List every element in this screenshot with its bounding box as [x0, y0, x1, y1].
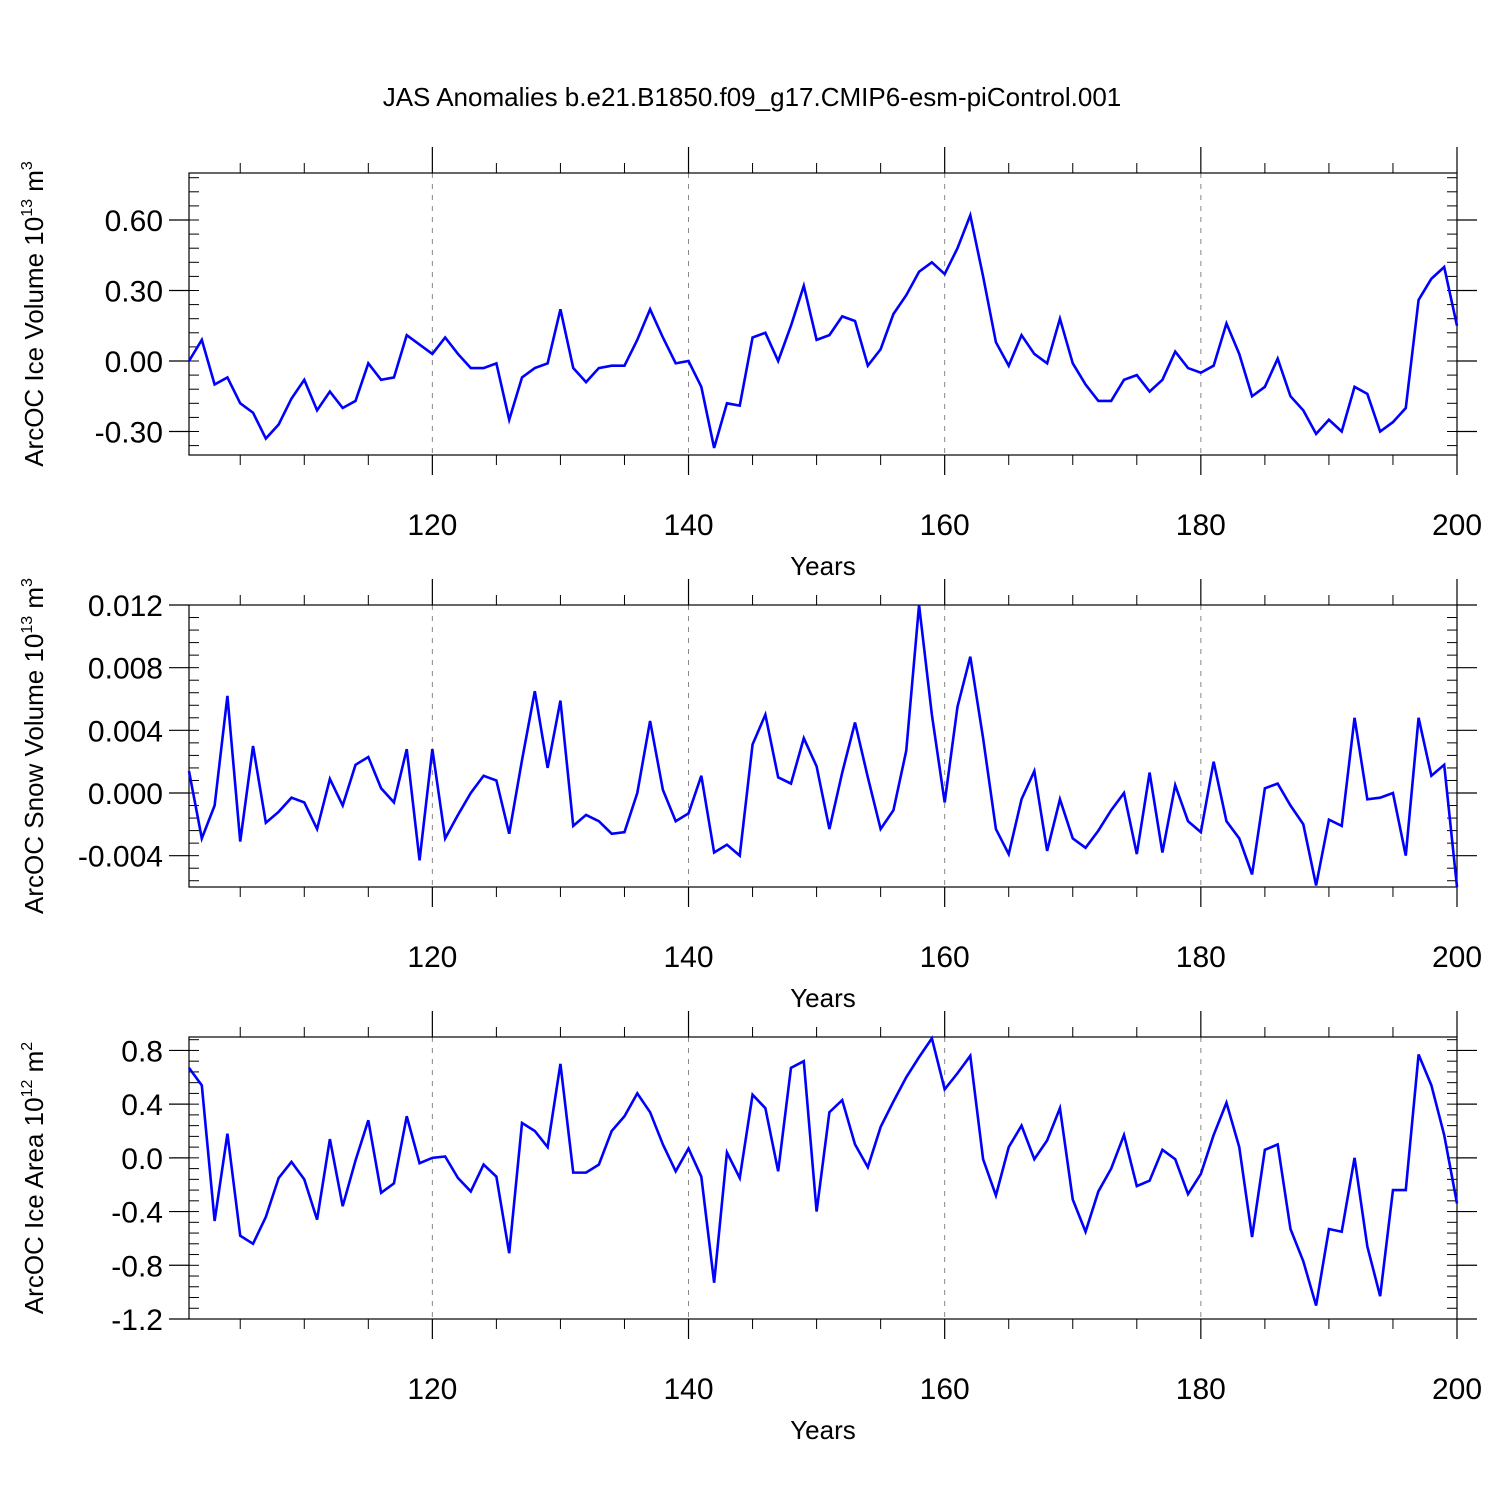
y-tick-label: 0.4	[121, 1089, 163, 1122]
y-tick-label: 0.60	[105, 205, 163, 238]
panels: -0.30 0.00 0.30 0.60 120 140 160 180 200 Years Arc…	[19, 147, 1482, 1445]
figure-title: JAS Anomalies b.e21.B1850.f09_g17.CMIP6-…	[383, 82, 1122, 112]
x-tick-label: 160	[920, 1373, 970, 1406]
y-tick-label: -1.2	[111, 1304, 163, 1337]
series-line	[187, 1035, 1459, 1306]
y-tick-label: -0.8	[111, 1250, 163, 1283]
x-axis-title: Years	[790, 983, 856, 1013]
x-tick-label: 160	[920, 941, 970, 974]
series-line	[187, 604, 1459, 888]
x-tick-label: 200	[1432, 1373, 1482, 1406]
x-tick-label: 180	[1176, 1373, 1226, 1406]
y-axis-title: ArcOC Ice Area 1012 m2	[19, 1042, 49, 1314]
plot-frame	[188, 604, 1458, 888]
y-tick-label: -0.30	[95, 417, 163, 450]
y-tick-label: 0.008	[88, 653, 163, 686]
x-tick-label: 180	[1176, 509, 1226, 542]
y-tick-label: 0.8	[121, 1035, 163, 1068]
x-tick-label: 160	[920, 509, 970, 542]
x-tick-label: 120	[407, 1373, 457, 1406]
x-tick-label: 140	[663, 509, 713, 542]
y-axis-title: ArcOC Snow Volume 1013 m3	[19, 578, 49, 914]
y-tick-label: 0.00	[105, 346, 163, 379]
panel-1: -0.30 0.00 0.30 0.60 120 140 160 180 200 Years Arc…	[19, 147, 1482, 581]
x-tick-label: 200	[1432, 941, 1482, 974]
x-tick-label: 140	[663, 1373, 713, 1406]
y-tick-label: -0.004	[78, 841, 163, 874]
panel-2: -0.004 0.000 0.004 0.008 0.012 120 140 160 180 20…	[19, 578, 1482, 1013]
y-tick-label: 0.0	[121, 1143, 163, 1176]
plot-frame	[188, 172, 1458, 456]
x-tick-label: 120	[407, 509, 457, 542]
y-tick-label: -0.4	[111, 1197, 163, 1230]
x-tick-label: 120	[407, 941, 457, 974]
x-axis-title: Years	[790, 1415, 856, 1445]
plot-frame	[188, 1036, 1458, 1320]
x-tick-label: 180	[1176, 941, 1226, 974]
series-line	[187, 210, 1459, 449]
x-tick-label: 200	[1432, 509, 1482, 542]
y-tick-label: 0.30	[105, 276, 163, 309]
x-tick-label: 140	[663, 941, 713, 974]
y-axis-title: ArcOC Ice Volume 1013 m3	[19, 161, 49, 467]
x-axis-title: Years	[790, 551, 856, 581]
y-tick-label: 0.012	[88, 590, 163, 623]
panel-3: -1.2 -0.8 -0.4 0.0 0.4 0.8 120 140 160 180 200 Year…	[19, 1011, 1482, 1445]
y-tick-label: 0.000	[88, 778, 163, 811]
y-tick-label: 0.004	[88, 715, 163, 748]
